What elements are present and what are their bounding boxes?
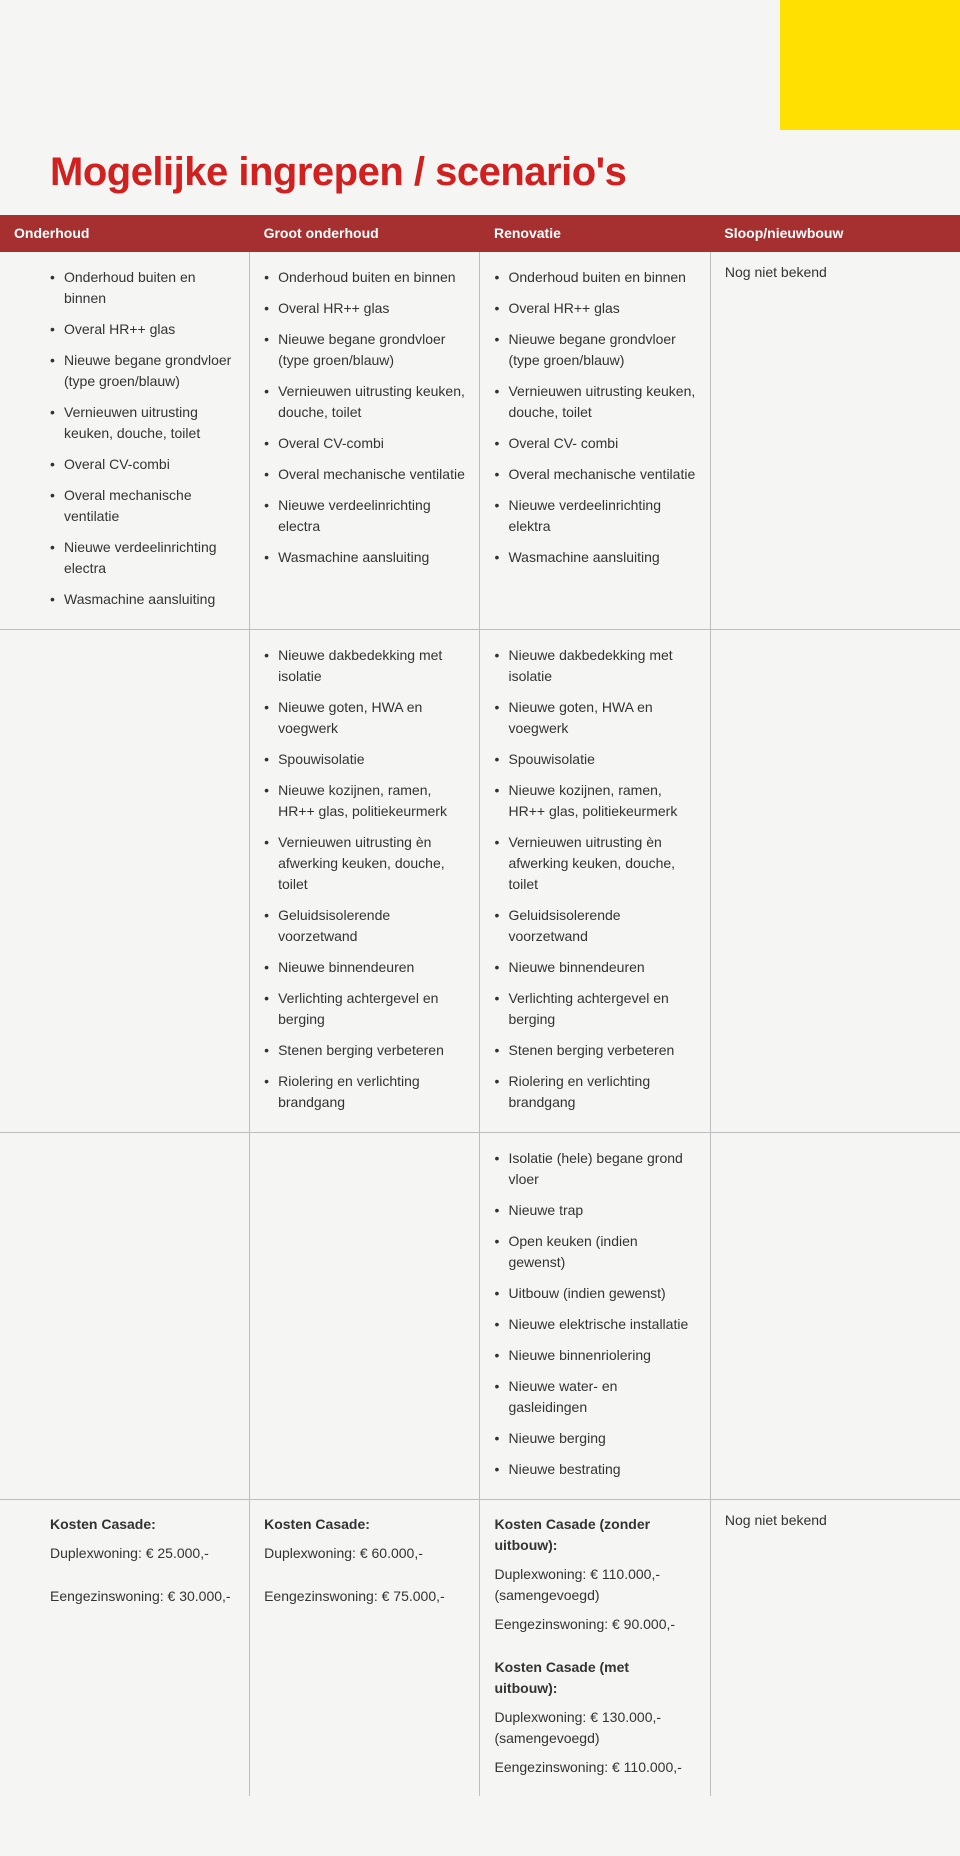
bullet-list: Onderhoud buiten en binnenOveral HR++ gl… bbox=[264, 262, 465, 573]
bullet-item: Overal mechanische ventilatie bbox=[50, 480, 235, 532]
bullet-item: Verlichting achtergevel en berging bbox=[264, 983, 465, 1035]
bullet-item: Spouwisolatie bbox=[494, 744, 695, 775]
bullet-item: Onderhoud buiten en binnen bbox=[264, 262, 465, 293]
cost-block-renovatie: Kosten Casade (zonder uitbouw): Duplexwo… bbox=[494, 1510, 695, 1782]
corner-accent bbox=[780, 0, 960, 130]
cost-lines: Duplexwoning: € 25.000,- Eengezinswoning:… bbox=[50, 1539, 235, 1611]
page: Mogelijke ingrepen / scenario's Onderhou… bbox=[0, 0, 960, 1856]
bullet-list: Nieuwe dakbedekking met isolatieNieuwe g… bbox=[264, 640, 465, 1118]
cost-lines: Duplexwoning: € 130.000,- (samengevoegd)… bbox=[494, 1703, 695, 1782]
bullet-item: Nieuwe elektrische installatie bbox=[494, 1309, 695, 1340]
cost-title: Kosten Casade (zonder uitbouw): bbox=[494, 1510, 695, 1560]
bullet-item: Nieuwe trap bbox=[494, 1195, 695, 1226]
cost-line: Duplexwoning: € 60.000,- bbox=[264, 1539, 465, 1568]
bullet-item: Overal HR++ glas bbox=[50, 314, 235, 345]
bullet-item: Verlichting achtergevel en berging bbox=[494, 983, 695, 1035]
bullet-item: Vernieuwen uitrusting èn afwerking keuke… bbox=[264, 827, 465, 900]
page-title: Mogelijke ingrepen / scenario's bbox=[0, 150, 960, 215]
bullet-item: Uitbouw (indien gewenst) bbox=[494, 1278, 695, 1309]
bullet-item: Wasmachine aansluiting bbox=[50, 584, 235, 615]
bullet-item: Nieuwe bestrating bbox=[494, 1454, 695, 1485]
bullet-item: Nieuwe begane grondvloer (type groen/bla… bbox=[50, 345, 235, 397]
bullet-item: Wasmachine aansluiting bbox=[494, 542, 695, 573]
bullet-item: Overal CV-combi bbox=[264, 428, 465, 459]
bullet-item: Nieuwe dakbedekking met isolatie bbox=[264, 640, 465, 692]
bullet-item: Nieuwe binnendeuren bbox=[264, 952, 465, 983]
cost-title: Kosten Casade (met uitbouw): bbox=[494, 1653, 695, 1703]
bullet-item: Nieuwe binnendeuren bbox=[494, 952, 695, 983]
cost-lines: Duplexwoning: € 110.000,- (samengevoegd)… bbox=[494, 1560, 695, 1639]
bullet-item: Vernieuwen uitrusting keuken, douche, to… bbox=[494, 376, 695, 428]
bullet-item: Overal HR++ glas bbox=[264, 293, 465, 324]
cost-line: Duplexwoning: € 110.000,- (samengevoegd) bbox=[494, 1560, 695, 1610]
bullet-item: Stenen berging verbeteren bbox=[494, 1035, 695, 1066]
bullet-item: Nieuwe verdeelinrichting elektra bbox=[494, 490, 695, 542]
col-header-onderhoud: Onderhoud bbox=[0, 215, 250, 252]
bullet-item: Nieuwe verdeelinrichting electra bbox=[50, 532, 235, 584]
bullet-list: Onderhoud buiten en binnenOveral HR++ gl… bbox=[494, 262, 695, 573]
cost-line: Duplexwoning: € 130.000,- (samengevoegd) bbox=[494, 1703, 695, 1753]
bullet-item: Stenen berging verbeteren bbox=[264, 1035, 465, 1066]
bullet-item: Wasmachine aansluiting bbox=[264, 542, 465, 573]
bullet-item: Nieuwe goten, HWA en voegwerk bbox=[494, 692, 695, 744]
cost-line: Duplexwoning: € 25.000,- bbox=[50, 1539, 235, 1568]
bullet-item: Open keuken (indien gewenst) bbox=[494, 1226, 695, 1278]
scenario-table: Onderhoud Groot onderhoud Renovatie Sloo… bbox=[0, 215, 960, 1796]
bullets-row-2: Nieuwe dakbedekking met isolatieNieuwe g… bbox=[0, 630, 960, 1133]
bullet-item: Nieuwe goten, HWA en voegwerk bbox=[264, 692, 465, 744]
bullet-item: Riolering en verlichting brandgang bbox=[494, 1066, 695, 1118]
cost-title: Kosten Casade: bbox=[50, 1510, 235, 1539]
bullet-item: Riolering en verlichting brandgang bbox=[264, 1066, 465, 1118]
cost-line: Eengezinswoning: € 110.000,- bbox=[494, 1753, 695, 1782]
cost-line: Eengezinswoning: € 90.000,- bbox=[494, 1610, 695, 1639]
bullet-item: Spouwisolatie bbox=[264, 744, 465, 775]
bullet-item: Vernieuwen uitrusting keuken, douche, to… bbox=[264, 376, 465, 428]
costs-row: Kosten Casade: Duplexwoning: € 25.000,- E… bbox=[0, 1500, 960, 1797]
cost-block-groot-onderhoud: Kosten Casade: Duplexwoning: € 60.000,- E… bbox=[264, 1510, 465, 1611]
cost-title: Kosten Casade: bbox=[264, 1510, 465, 1539]
bullet-item: Nieuwe verdeelinrichting electra bbox=[264, 490, 465, 542]
col-header-sloop: Sloop/nieuwbouw bbox=[710, 215, 960, 252]
cost-line: Eengezinswoning: € 30.000,- bbox=[50, 1582, 235, 1611]
bullet-item: Nieuwe dakbedekking met isolatie bbox=[494, 640, 695, 692]
bullet-item: Nieuwe kozijnen, ramen, HR++ glas, polit… bbox=[494, 775, 695, 827]
not-known-text: Nog niet bekend bbox=[725, 264, 827, 280]
bullet-item: Nieuwe begane grondvloer (type groen/bla… bbox=[264, 324, 465, 376]
bullet-item: Overal CV- combi bbox=[494, 428, 695, 459]
bullet-item: Vernieuwen uitrusting keuken, douche, to… bbox=[50, 397, 235, 449]
bullet-item: Onderhoud buiten en binnen bbox=[494, 262, 695, 293]
bullet-item: Nieuwe kozijnen, ramen, HR++ glas, polit… bbox=[264, 775, 465, 827]
bullet-item: Nieuwe berging bbox=[494, 1423, 695, 1454]
bullet-item: Vernieuwen uitrusting èn afwerking keuke… bbox=[494, 827, 695, 900]
bullet-list: Onderhoud buiten en binnenOveral HR++ gl… bbox=[50, 262, 235, 615]
cost-lines: Duplexwoning: € 60.000,- Eengezinswoning:… bbox=[264, 1539, 465, 1611]
cost-block-onderhoud: Kosten Casade: Duplexwoning: € 25.000,- E… bbox=[50, 1510, 235, 1611]
bullet-item: Isolatie (hele) begane grond vloer bbox=[494, 1143, 695, 1195]
bullet-item: Nieuwe water- en gasleidingen bbox=[494, 1371, 695, 1423]
bullets-row-3: Isolatie (hele) begane grond vloerNieuwe… bbox=[0, 1133, 960, 1500]
not-known-text: Nog niet bekend bbox=[725, 1512, 827, 1528]
bullet-list: Nieuwe dakbedekking met isolatieNieuwe g… bbox=[494, 640, 695, 1118]
bullet-item: Nieuwe begane grondvloer (type groen/bla… bbox=[494, 324, 695, 376]
bullet-item: Onderhoud buiten en binnen bbox=[50, 262, 235, 314]
bullet-item: Nieuwe binnenriolering bbox=[494, 1340, 695, 1371]
bullet-item: Overal mechanische ventilatie bbox=[494, 459, 695, 490]
col-header-renovatie: Renovatie bbox=[480, 215, 710, 252]
col-header-groot-onderhoud: Groot onderhoud bbox=[250, 215, 480, 252]
bullet-list: Isolatie (hele) begane grond vloerNieuwe… bbox=[494, 1143, 695, 1485]
bullets-row-1: Onderhoud buiten en binnenOveral HR++ gl… bbox=[0, 252, 960, 630]
bullet-item: Overal HR++ glas bbox=[494, 293, 695, 324]
bullet-item: Overal mechanische ventilatie bbox=[264, 459, 465, 490]
bullet-item: Geluidsisolerende voorzetwand bbox=[264, 900, 465, 952]
table-header-row: Onderhoud Groot onderhoud Renovatie Sloo… bbox=[0, 215, 960, 252]
bullet-item: Geluidsisolerende voorzetwand bbox=[494, 900, 695, 952]
cost-line: Eengezinswoning: € 75.000,- bbox=[264, 1582, 465, 1611]
bullet-item: Overal CV-combi bbox=[50, 449, 235, 480]
